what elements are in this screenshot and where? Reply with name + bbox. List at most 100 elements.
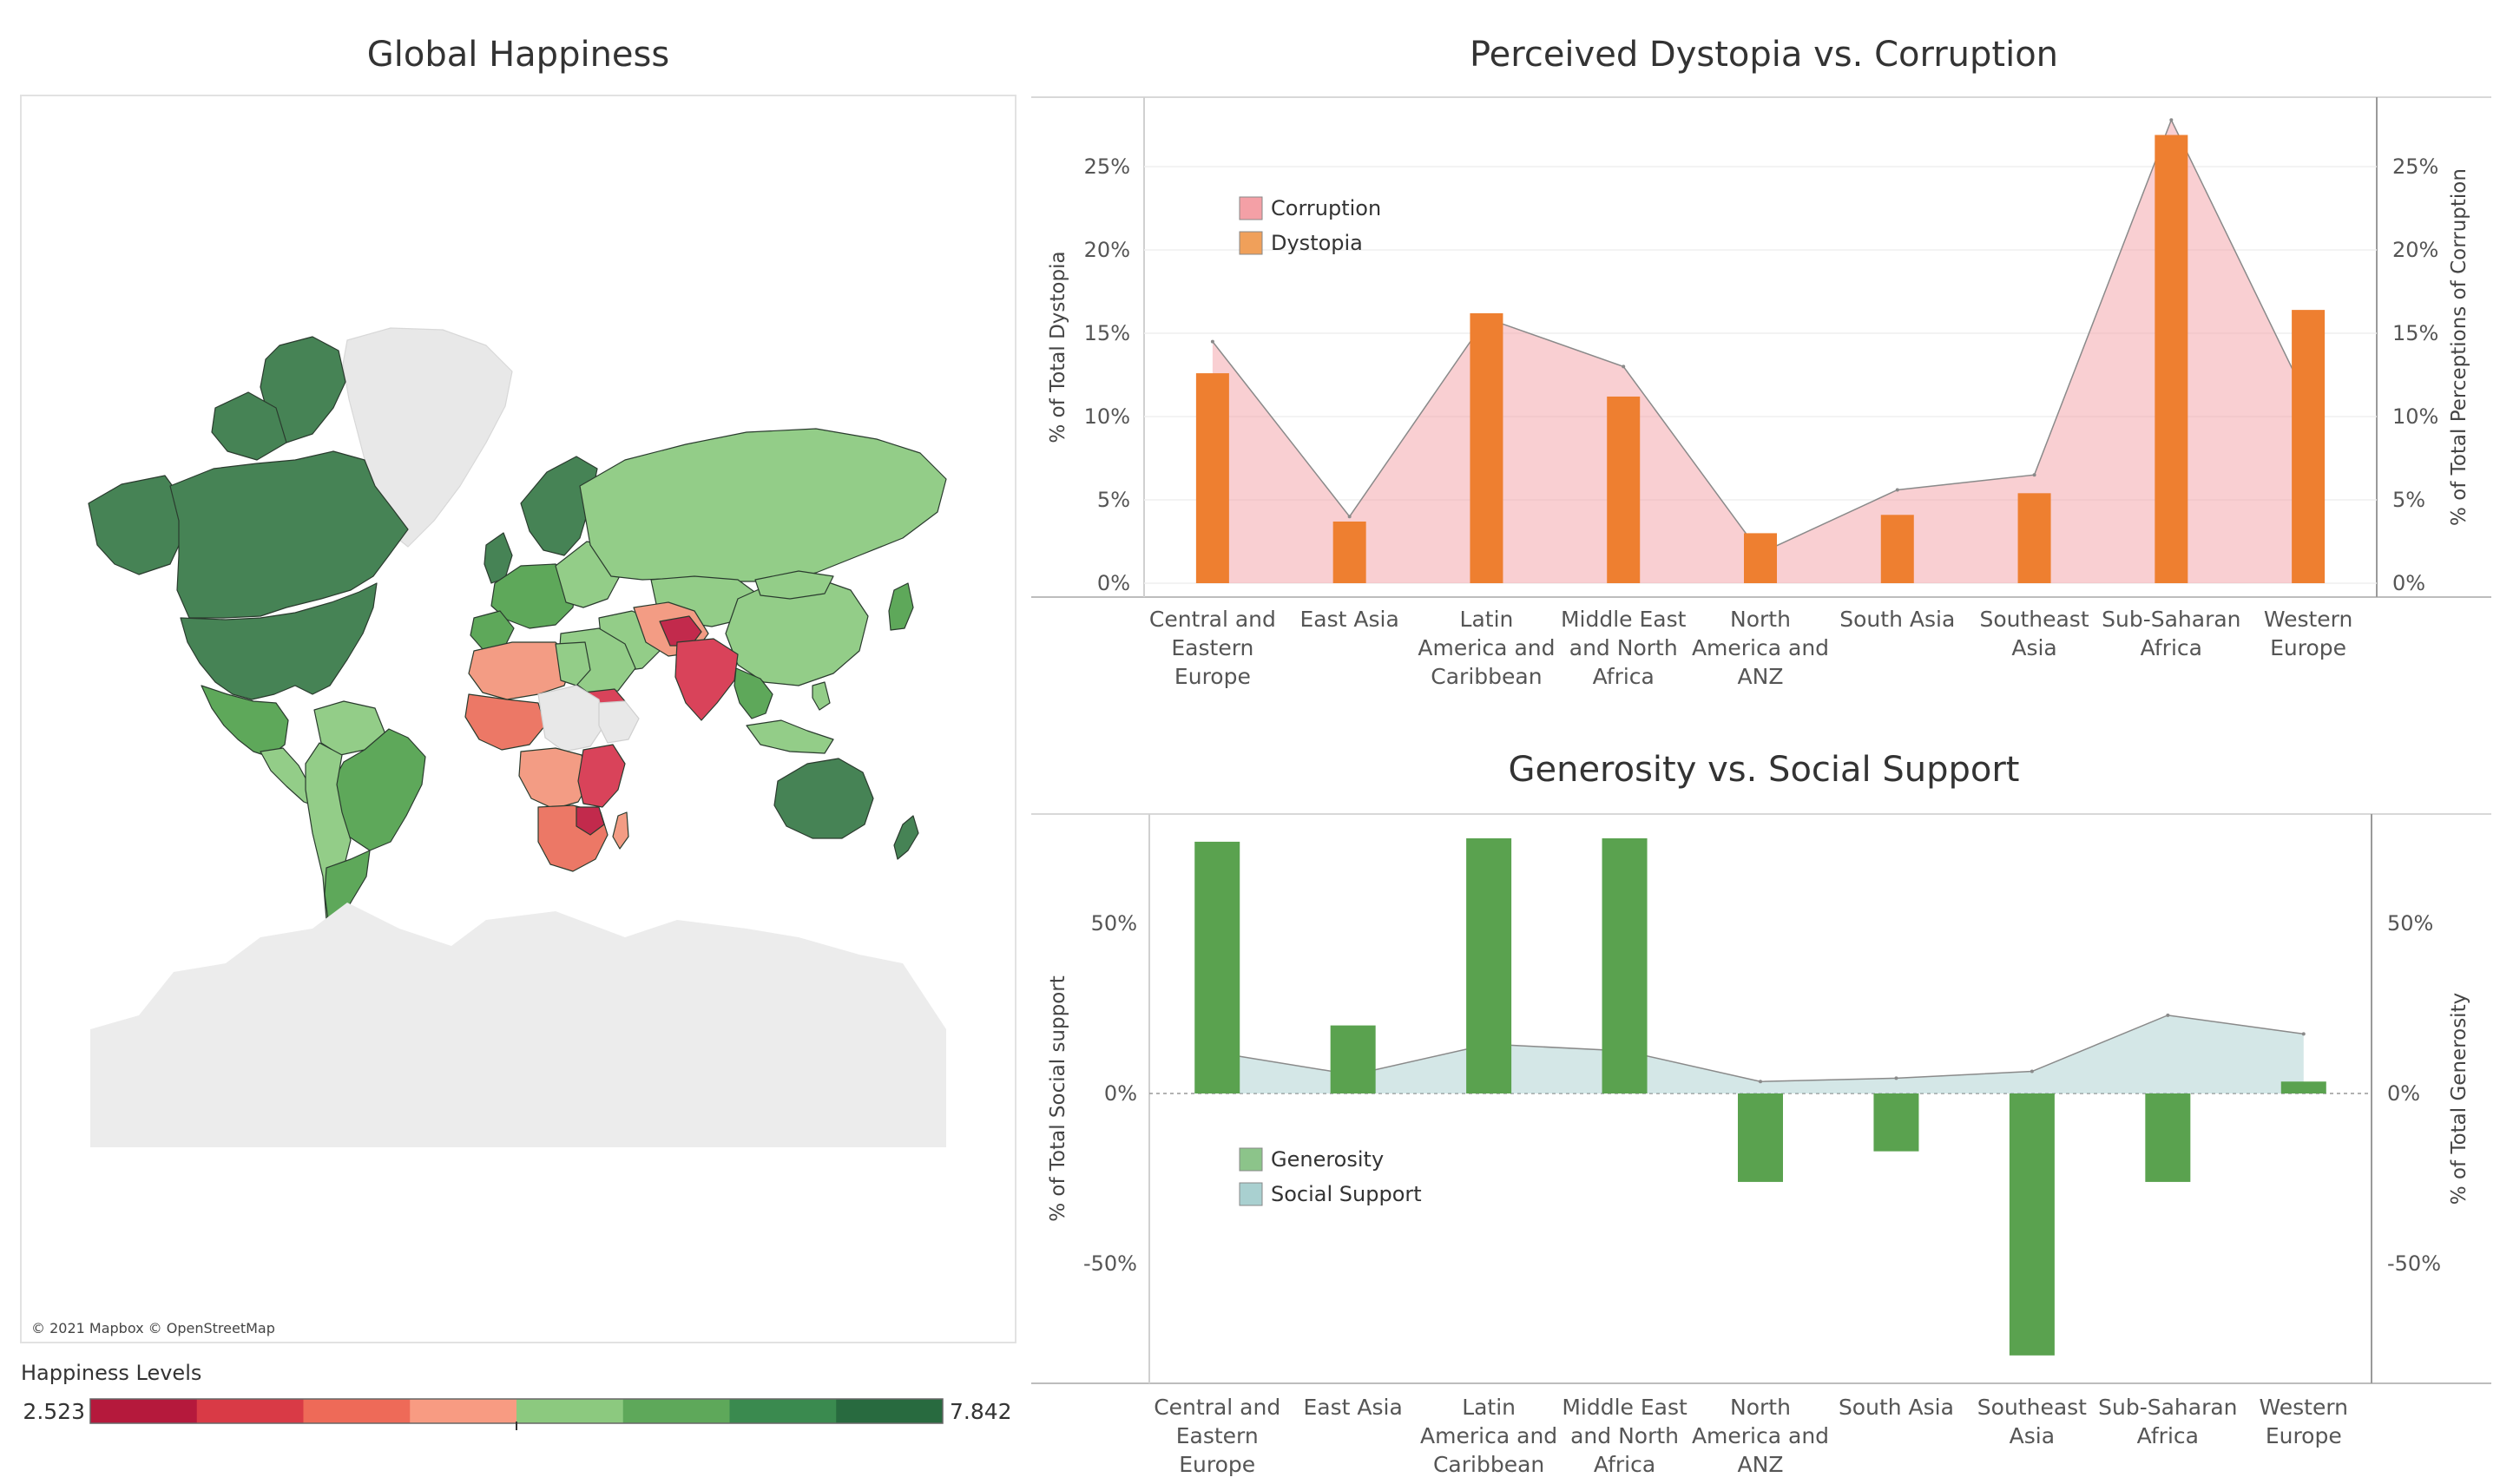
- country-australia[interactable]: [773, 758, 874, 839]
- y-tick-label: 20%: [1084, 238, 1130, 262]
- bar-dystopia-east-asia[interactable]: [1332, 521, 1366, 583]
- country-north-africa[interactable]: [468, 641, 574, 700]
- happiness-legend: Happiness Levels 2.523 7.842: [21, 1361, 1012, 1430]
- series-corruption-point-east-asia[interactable]: [1347, 515, 1352, 519]
- bar-dystopia-western-europe[interactable]: [2292, 310, 2326, 583]
- country-argentina[interactable]: [324, 850, 371, 928]
- country-new-zealand[interactable]: [893, 815, 919, 860]
- y2-tick-label: -50%: [2387, 1251, 2441, 1276]
- country-east-africa[interactable]: [577, 744, 626, 808]
- y-tick-label: 25%: [1084, 154, 1130, 179]
- category-label-latin-america-and-caribbean: Latin America and Caribbean: [1418, 607, 1555, 689]
- series-social-support-point-north-america-and-anz[interactable]: [1759, 1080, 1762, 1084]
- bar-dystopia-south-asia[interactable]: [1880, 515, 1914, 583]
- bar-dystopia-middle-east-and-north-africa[interactable]: [1607, 396, 1641, 583]
- series-social-support-point-sub-saharan-africa[interactable]: [2166, 1013, 2170, 1017]
- country-alaska[interactable]: [88, 475, 183, 575]
- country-sahel[interactable]: [537, 685, 605, 752]
- country-west-africa[interactable]: [464, 693, 546, 751]
- series-corruption-point-sub-saharan-africa[interactable]: [2169, 118, 2174, 122]
- country-egypt[interactable]: [555, 641, 591, 686]
- y2-tick-label: 0%: [2392, 571, 2425, 595]
- series-corruption-point-southeast-asia[interactable]: [2032, 473, 2036, 477]
- happiness-legend-title: Happiness Levels: [21, 1361, 201, 1385]
- legend-swatch-social-support: [1239, 1182, 1263, 1206]
- bar-generosity-central-and-eastern-europe[interactable]: [1194, 841, 1240, 1093]
- world-map[interactable]: [88, 327, 947, 1147]
- country-canada-islands[interactable]: [260, 336, 346, 443]
- bar-dystopia-southeast-asia[interactable]: [2017, 493, 2051, 583]
- bar-dystopia-central-and-eastern-europe[interactable]: [1195, 373, 1229, 583]
- category-label-sub-saharan-africa: Sub-Saharan Africa: [2098, 1395, 2237, 1448]
- y-axis-title: % of Total Social support: [1047, 975, 1069, 1221]
- legend-swatch-generosity: [1239, 1147, 1263, 1172]
- generosity-social-chart: Generosity vs. Social Support -50% 0% 50% -5…: [1031, 750, 2491, 1477]
- y2-tick-label: 15%: [2392, 321, 2438, 345]
- bar-dystopia-north-america-and-anz[interactable]: [1744, 533, 1777, 583]
- chart-title: Generosity vs. Social Support: [1508, 750, 2019, 790]
- country-india[interactable]: [674, 638, 739, 721]
- country-usa[interactable]: [180, 582, 378, 700]
- country-ethiopia[interactable]: [598, 700, 640, 744]
- series-corruption-point-central-and-eastern-europe[interactable]: [1210, 339, 1214, 344]
- map-attribution: © 2021 Mapbox © OpenStreetMap: [31, 1320, 275, 1336]
- bar-generosity-southeast-asia[interactable]: [2009, 1093, 2055, 1356]
- country-madagascar[interactable]: [612, 811, 629, 850]
- bar-dystopia-latin-america-and-caribbean[interactable]: [1470, 312, 1503, 583]
- country-greenland[interactable]: [342, 327, 513, 548]
- y2-tick-label: 50%: [2387, 911, 2433, 936]
- category-label-south-asia: South Asia: [1839, 1395, 1954, 1420]
- category-label-western-europe: Western Europe: [2260, 1395, 2349, 1448]
- country-indonesia[interactable]: [746, 719, 834, 754]
- bar-generosity-western-europe[interactable]: [2280, 1081, 2326, 1093]
- bar-generosity-middle-east-and-north-africa[interactable]: [1602, 838, 1648, 1093]
- category-label-central-and-eastern-europe: Central and Eastern Europe: [1154, 1395, 1280, 1477]
- series-corruption-point-middle-east-and-north-africa[interactable]: [1622, 364, 1626, 369]
- category-label-north-america-and-anz: North America and ANZ: [1692, 607, 1829, 689]
- y2-tick-label: 20%: [2392, 238, 2438, 262]
- y-tick-label: 50%: [1091, 911, 1137, 936]
- category-label-middle-east-and-north-africa: Middle East and North Africa: [1561, 607, 1687, 689]
- series-social-support-point-western-europe[interactable]: [2301, 1032, 2306, 1036]
- category-label-southeast-asia: Southeast Asia: [1979, 607, 2089, 660]
- legend-label-generosity: Generosity: [1271, 1147, 1384, 1172]
- series-social-support-point-south-asia[interactable]: [1894, 1076, 1898, 1080]
- country-canada-islands-2[interactable]: [211, 391, 287, 461]
- country-philippines[interactable]: [812, 681, 831, 711]
- bar-generosity-latin-america-and-caribbean[interactable]: [1466, 838, 1512, 1093]
- map-title: Global Happiness: [367, 35, 669, 75]
- series-corruption-point-south-asia[interactable]: [1895, 488, 1899, 492]
- country-afghanistan[interactable]: [659, 615, 702, 647]
- bar-generosity-sub-saharan-africa[interactable]: [2145, 1093, 2191, 1182]
- country-canada[interactable]: [169, 450, 409, 619]
- y2-tick-label: 5%: [2392, 488, 2425, 512]
- map-panel[interactable]: © 2021 Mapbox © OpenStreetMap: [20, 95, 1016, 1343]
- chart-title: Perceived Dystopia vs. Corruption: [1470, 35, 2058, 75]
- bar-generosity-north-america-and-anz[interactable]: [1738, 1093, 1783, 1182]
- y2-axis-title: % of Total Generosity: [2448, 993, 2470, 1205]
- country-zimbabwe[interactable]: [576, 806, 605, 836]
- category-label-north-america-and-anz: North America and ANZ: [1692, 1395, 1829, 1477]
- bar-dystopia-sub-saharan-africa[interactable]: [2155, 135, 2188, 583]
- happiness-legend-swatch-4: [410, 1399, 517, 1423]
- country-scandinavia[interactable]: [520, 456, 598, 556]
- country-japan[interactable]: [888, 582, 914, 631]
- bar-generosity-south-asia[interactable]: [1873, 1093, 1919, 1152]
- y-axis-title: % of Total Dystopia: [1047, 251, 1069, 443]
- country-russia[interactable]: [579, 428, 947, 582]
- category-label-middle-east-and-north-africa: Middle East and North Africa: [1562, 1395, 1688, 1477]
- legend-label-social-support: Social Support: [1271, 1182, 1422, 1206]
- y-tick-label: 10%: [1084, 404, 1130, 429]
- category-label-western-europe: Western Europe: [2264, 607, 2353, 660]
- y-tick-label: 15%: [1084, 321, 1130, 345]
- y2-tick-label: 10%: [2392, 404, 2438, 429]
- country-mongolia[interactable]: [754, 570, 834, 600]
- country-central-africa[interactable]: [518, 747, 591, 810]
- y2-tick-label: 0%: [2387, 1081, 2420, 1106]
- series-social-support-point-southeast-asia[interactable]: [2030, 1069, 2034, 1074]
- y-tick-label: 0%: [1097, 571, 1130, 595]
- bar-generosity-east-asia[interactable]: [1330, 1025, 1376, 1093]
- country-antarctica[interactable]: [90, 903, 946, 1147]
- country-southeast-asia[interactable]: [734, 667, 773, 719]
